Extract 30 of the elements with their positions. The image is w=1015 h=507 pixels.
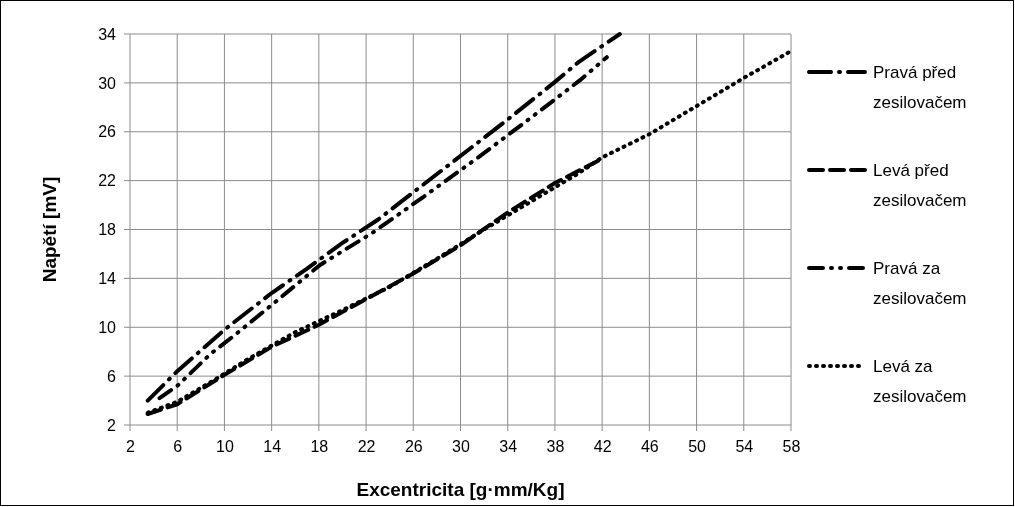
- legend-label: Pravá za zesilovačem: [873, 259, 967, 308]
- legend-label: Levá před zesilovačem: [873, 161, 967, 210]
- x-tick-label: 2: [126, 438, 136, 456]
- x-tick-label: 46: [640, 438, 659, 456]
- y-tick-label: 26: [98, 123, 117, 141]
- x-tick-label: 58: [782, 438, 801, 456]
- y-tick-label: 34: [98, 25, 117, 43]
- x-tick-label: 14: [263, 438, 282, 456]
- y-tick-label: 18: [98, 221, 117, 239]
- y-tick-label: 22: [98, 172, 117, 190]
- x-tick-label: 18: [310, 438, 329, 456]
- y-tick-label: 6: [107, 367, 117, 385]
- x-tick-label: 22: [357, 438, 376, 456]
- x-tick-label: 6: [173, 438, 183, 456]
- x-axis-title: Excentricita [g·mm/Kg]: [356, 479, 565, 500]
- y-tick-label: 10: [98, 318, 117, 336]
- y-tick-label: 2: [107, 416, 117, 434]
- y-tick-label: 14: [98, 269, 117, 287]
- y-axis-title: Napětí [mV]: [39, 176, 60, 283]
- x-tick-label: 38: [546, 438, 565, 456]
- x-tick-label: 34: [499, 438, 518, 456]
- y-tick-label: 30: [98, 74, 117, 92]
- x-tick-label: 42: [593, 438, 612, 456]
- x-tick-label: 30: [452, 438, 470, 456]
- x-tick-label: 54: [735, 438, 754, 456]
- x-tick-label: 26: [404, 438, 423, 456]
- legend-label: Pravá před zesilovačem: [873, 63, 967, 112]
- legend-label: Levá za zesilovačem: [873, 357, 967, 406]
- x-tick-label: 10: [216, 438, 234, 456]
- x-tick-label: 50: [688, 438, 707, 456]
